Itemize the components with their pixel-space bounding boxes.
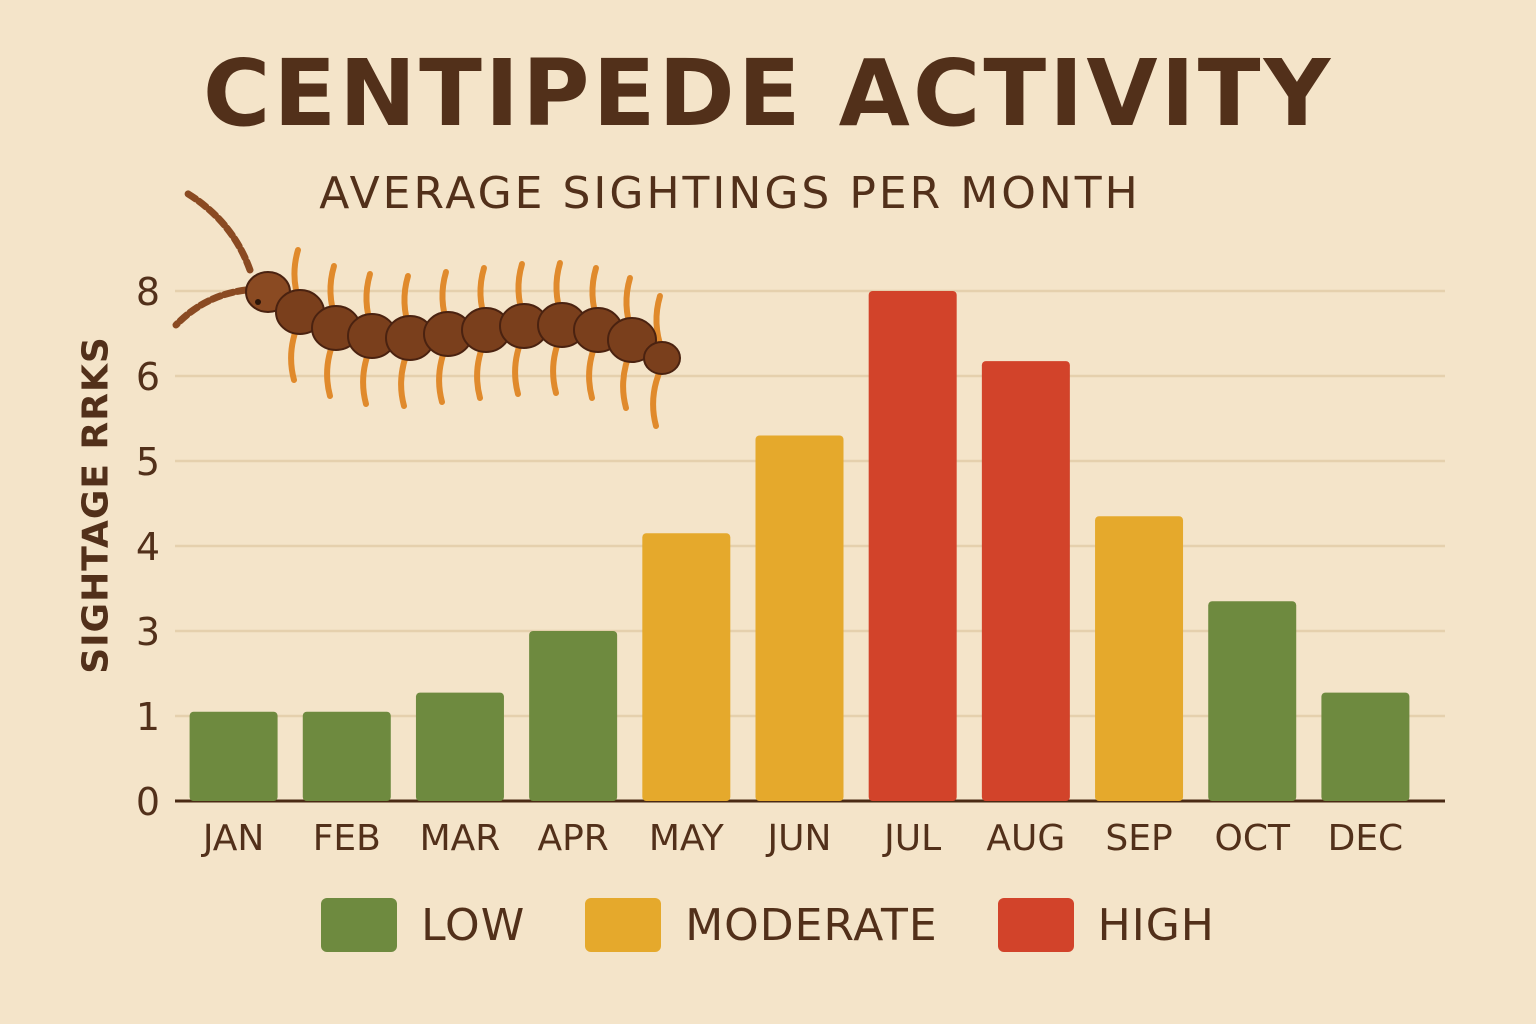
centipede-body bbox=[245, 271, 681, 375]
x-tick-label: DEC bbox=[1328, 818, 1404, 859]
bar-dec bbox=[1321, 692, 1410, 801]
page-title: CENTIPEDE ACTIVITY bbox=[202, 40, 1334, 147]
y-tick-label: 6 bbox=[136, 355, 160, 399]
centipede-illustration bbox=[172, 188, 681, 429]
legend-swatch-high bbox=[997, 898, 1074, 952]
bar-jul bbox=[868, 291, 957, 801]
legend-swatch-moderate bbox=[585, 898, 662, 952]
legend-label-high: HIGH bbox=[1097, 899, 1215, 951]
x-tick-label: FEB bbox=[313, 818, 381, 859]
bar-feb bbox=[302, 711, 391, 801]
x-tick-label: APR bbox=[537, 818, 608, 859]
page-subtitle: AVERAGE SIGHTINGS PER MONTH bbox=[319, 168, 1141, 219]
centipede-antenna bbox=[172, 286, 250, 329]
bar-jun bbox=[755, 435, 844, 801]
x-tick-label: JAN bbox=[201, 818, 265, 859]
tick-labels: 0 1 3 4 5 6 8 JAN FEB MAR APR MAY JUN JUL AUG SEP OCT DEC bbox=[136, 270, 1403, 859]
x-tick-label: SEP bbox=[1105, 818, 1172, 859]
centipede-segment bbox=[643, 341, 681, 375]
x-tick-label: JUL bbox=[882, 818, 941, 859]
bar-apr bbox=[529, 631, 618, 801]
y-tick-label: 0 bbox=[136, 780, 160, 824]
centipede-segment bbox=[607, 317, 657, 363]
x-tick-label: OCT bbox=[1214, 818, 1290, 859]
bar-mar bbox=[415, 692, 504, 801]
bars bbox=[189, 291, 1410, 801]
legend-label-low: LOW bbox=[421, 899, 526, 951]
bar-aug bbox=[981, 361, 1070, 801]
x-tick-label: AUG bbox=[986, 818, 1065, 859]
y-tick-label: 4 bbox=[136, 525, 160, 569]
legend-label-moderate: MODERATE bbox=[685, 899, 938, 951]
legend-swatch-low bbox=[321, 898, 398, 952]
y-tick-label: 5 bbox=[136, 440, 160, 484]
x-tick-label: MAR bbox=[420, 818, 501, 859]
x-tick-label: JUN bbox=[766, 818, 832, 859]
y-tick-label: 1 bbox=[136, 695, 160, 739]
bar-sep bbox=[1095, 516, 1184, 801]
legend: LOW MODERATE HIGH bbox=[0, 898, 1536, 952]
bar-oct bbox=[1208, 601, 1297, 801]
legend-item-moderate: MODERATE bbox=[585, 898, 937, 952]
bar-may bbox=[642, 533, 731, 801]
centipede-eye bbox=[255, 299, 261, 305]
y-tick-label: 8 bbox=[136, 270, 160, 314]
bar-jan bbox=[189, 711, 278, 801]
centipede-antenna bbox=[181, 188, 254, 274]
legend-item-low: LOW bbox=[321, 898, 525, 952]
x-tick-label: MAY bbox=[649, 818, 725, 859]
legend-item-high: HIGH bbox=[997, 898, 1215, 952]
y-tick-label: 3 bbox=[136, 610, 160, 654]
